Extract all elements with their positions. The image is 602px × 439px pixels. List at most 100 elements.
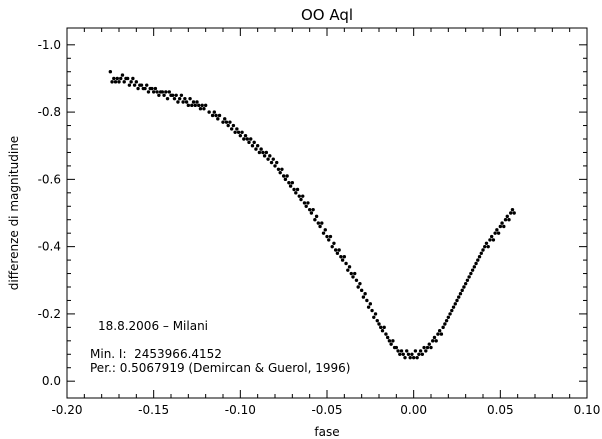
data-point (411, 355, 416, 360)
data-point (484, 241, 489, 245)
data-point (179, 93, 184, 97)
x-tick-label: 0.00 (400, 403, 427, 417)
data-point (439, 332, 444, 336)
data-point (398, 352, 402, 356)
data-point (363, 292, 367, 296)
data-point (420, 352, 425, 356)
data-point (236, 130, 241, 134)
data-point (424, 349, 428, 353)
data-point (122, 80, 126, 84)
data-point (171, 93, 175, 97)
data-point (231, 123, 236, 128)
data-point (500, 221, 504, 225)
annotation-date-observer: 18.8.2006 – Milani (98, 319, 208, 333)
data-point (403, 355, 407, 360)
data-point (413, 349, 418, 353)
data-point (368, 302, 373, 306)
data-point (477, 255, 482, 259)
data-point (226, 123, 230, 128)
data-point (422, 345, 426, 350)
data-point (427, 342, 431, 346)
data-point (269, 160, 274, 165)
data-point (113, 80, 118, 84)
data-point (481, 248, 485, 252)
data-point (483, 244, 487, 249)
data-point (184, 100, 189, 104)
data-point (321, 231, 326, 235)
data-point (280, 167, 284, 171)
data-point (306, 201, 310, 205)
data-point (190, 103, 194, 108)
x-tick-label: -0.15 (138, 403, 169, 417)
data-point (448, 312, 452, 316)
data-point (351, 275, 355, 279)
data-point (327, 238, 331, 242)
data-point (302, 201, 307, 205)
data-point (467, 275, 471, 279)
data-point (405, 349, 409, 353)
data-point (262, 154, 267, 158)
data-point (489, 234, 494, 239)
data-point (486, 244, 490, 249)
data-point (139, 83, 144, 87)
y-tick-label: -0.6 (38, 172, 61, 186)
data-point (249, 137, 253, 141)
data-point (261, 150, 265, 155)
y-tick-label: 0.0 (42, 374, 61, 388)
data-point (437, 329, 442, 333)
data-point (366, 305, 371, 309)
data-point (491, 238, 496, 242)
data-point (307, 207, 312, 212)
data-point (451, 305, 456, 309)
data-point (507, 218, 511, 222)
data-point (221, 120, 225, 124)
data-point (354, 278, 359, 282)
data-point (247, 140, 251, 145)
data-point (301, 194, 305, 198)
data-point (165, 96, 170, 101)
data-point (145, 83, 149, 87)
data-point (290, 181, 295, 185)
x-tick-label: 0.10 (574, 403, 601, 417)
x-axis-tick-labels: -0.20 -0.15 -0.10 -0.05 0.00 0.05 0.10 (51, 403, 600, 417)
data-point (347, 265, 352, 269)
data-point (304, 204, 308, 208)
data-point (462, 285, 466, 289)
data-point (210, 113, 215, 118)
data-point (110, 80, 114, 84)
data-point (498, 224, 503, 229)
data-point (431, 339, 435, 343)
data-point (444, 318, 449, 323)
data-point (446, 315, 451, 319)
data-point (151, 90, 156, 94)
data-point (361, 295, 366, 299)
data-point (198, 107, 203, 111)
data-point (340, 258, 345, 262)
data-point (460, 288, 464, 293)
data-point (373, 312, 378, 316)
data-point (429, 345, 433, 350)
y-tick-label: -1.0 (38, 38, 61, 52)
data-point (399, 349, 404, 353)
data-point (207, 110, 211, 114)
plot-frame (66, 27, 588, 399)
data-point (333, 248, 338, 252)
data-point (316, 221, 321, 225)
data-point (117, 80, 121, 84)
data-point (375, 318, 379, 323)
data-point (441, 325, 445, 330)
data-point (181, 100, 185, 104)
data-point (259, 147, 263, 151)
data-point (410, 352, 414, 356)
data-point (252, 140, 256, 145)
data-points (108, 70, 516, 360)
data-point (250, 144, 255, 148)
x-axis-ticks (66, 28, 588, 398)
data-point (115, 76, 119, 81)
data-point (203, 103, 208, 108)
data-point (299, 197, 303, 202)
data-point (233, 130, 237, 134)
data-point (132, 83, 137, 87)
data-point (342, 255, 347, 259)
x-tick-label: -0.05 (311, 403, 342, 417)
